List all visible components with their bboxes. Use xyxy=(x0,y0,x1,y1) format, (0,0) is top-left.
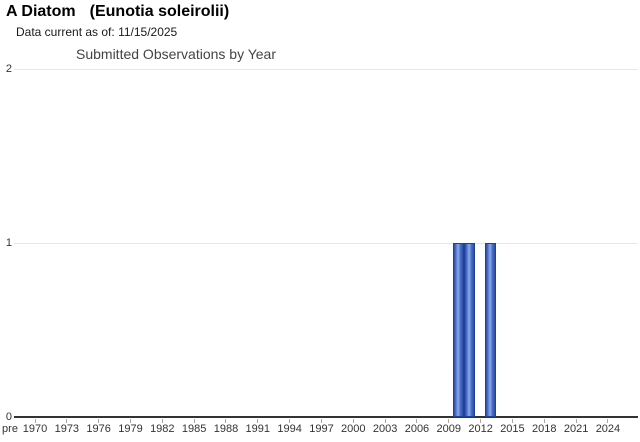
data-current-note: Data current as of: 11/15/2025 xyxy=(16,25,177,39)
x-axis-tick xyxy=(289,419,291,423)
x-axis-tick xyxy=(511,419,513,423)
x-axis-label: 1970 xyxy=(22,423,48,435)
x-axis-tick xyxy=(98,419,100,423)
bar-2013[interactable] xyxy=(485,243,497,417)
x-axis-tick xyxy=(257,419,259,423)
data-current-label: Data current as of: xyxy=(16,25,115,39)
y-axis-label: 0 xyxy=(5,411,12,423)
x-axis-label: 1973 xyxy=(54,423,80,435)
x-axis-label: 1985 xyxy=(181,423,207,435)
x-axis-tick xyxy=(448,419,450,423)
page-title: A Diatom (Eunotia soleirolii) xyxy=(6,3,229,21)
x-axis-tick xyxy=(34,419,36,423)
x-axis-tick xyxy=(129,419,131,423)
x-axis-label: 2009 xyxy=(436,423,462,435)
x-axis-tick xyxy=(575,419,577,423)
bar-2010[interactable] xyxy=(453,243,465,417)
x-axis-tick xyxy=(607,419,609,423)
x-axis-tick xyxy=(480,419,482,423)
x-axis-label: 2018 xyxy=(532,423,557,435)
x-axis-label: 2015 xyxy=(500,423,525,435)
x-axis-tick xyxy=(161,419,163,423)
x-axis-tick xyxy=(543,419,545,423)
x-axis-label: 2000 xyxy=(341,423,366,435)
x-axis-tick xyxy=(384,419,386,423)
x-axis-line xyxy=(14,416,638,418)
x-axis-label: 2021 xyxy=(563,423,589,435)
x-axis-label: 1976 xyxy=(86,423,111,435)
x-axis-label: 2012 xyxy=(468,423,493,435)
x-axis-tick xyxy=(352,419,354,423)
x-axis-label: 2006 xyxy=(404,423,430,435)
common-name: A Diatom xyxy=(6,3,76,20)
scientific-name: (Eunotia soleirolii) xyxy=(89,3,230,20)
gridline-y-1 xyxy=(14,243,638,244)
x-axis-label: 2024 xyxy=(595,423,621,435)
data-current-date: 11/15/2025 xyxy=(118,25,178,39)
x-axis-tick xyxy=(416,419,418,423)
chart-title: Submitted Observations by Year xyxy=(76,46,277,62)
x-axis-tick xyxy=(193,419,195,423)
bar-2011[interactable] xyxy=(464,243,475,417)
x-axis-tick xyxy=(66,419,68,423)
x-axis-tick xyxy=(320,419,322,423)
x-axis-label: 1991 xyxy=(245,423,271,435)
x-axis-label: 2003 xyxy=(372,423,398,435)
y-axis-label: 1 xyxy=(5,237,12,249)
x-axis-label: 1994 xyxy=(277,423,302,435)
x-axis-tick xyxy=(225,419,227,423)
x-axis-label: 1997 xyxy=(309,423,334,435)
x-axis-label: 1988 xyxy=(213,423,239,435)
gridline-y-2 xyxy=(14,69,638,70)
x-axis-label: 1979 xyxy=(118,423,143,435)
x-axis-label: pre xyxy=(2,423,18,435)
x-axis-label: 1982 xyxy=(150,423,175,435)
y-axis-label: 2 xyxy=(5,63,12,75)
